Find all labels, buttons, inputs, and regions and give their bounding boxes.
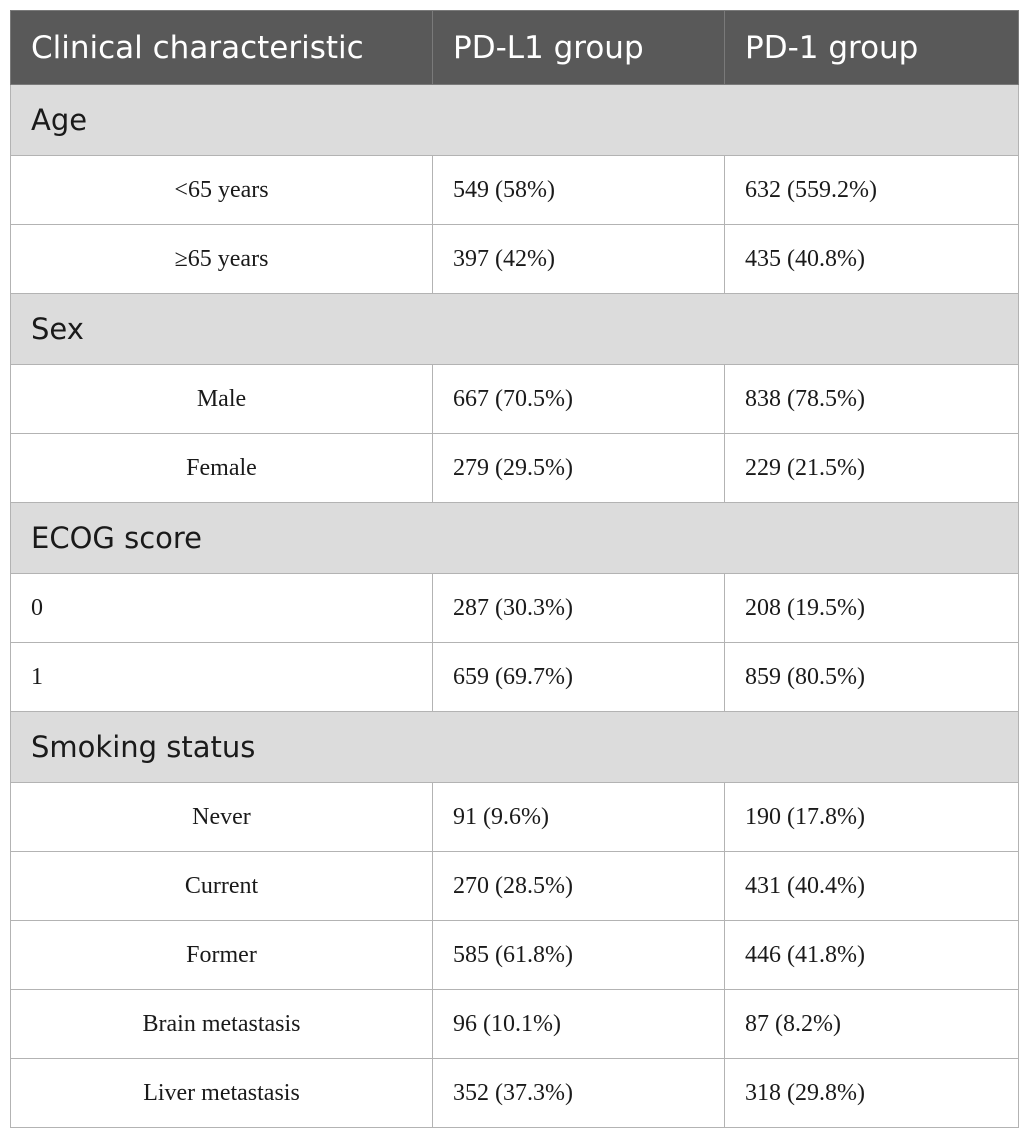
pd-1-value: 446 (41.8%) <box>724 920 1019 990</box>
pd-l1-value: 96 (10.1%) <box>432 989 725 1059</box>
pd-l1-value: 287 (30.3%) <box>432 573 725 643</box>
row-label: Female <box>10 433 433 503</box>
row-label: Brain metastasis <box>10 989 433 1059</box>
row-label: Current <box>10 851 433 921</box>
pd-1-value: 632 (559.2%) <box>724 155 1019 225</box>
table-row: Former 585 (61.8%) 446 (41.8%) <box>10 920 1019 990</box>
pd-l1-value: 270 (28.5%) <box>432 851 725 921</box>
table-row: 0 287 (30.3%) 208 (19.5%) <box>10 573 1019 643</box>
pd-l1-value: 659 (69.7%) <box>432 642 725 712</box>
pd-1-value: 190 (17.8%) <box>724 782 1019 852</box>
pd-l1-value: 397 (42%) <box>432 224 725 294</box>
row-label: 1 <box>10 642 433 712</box>
row-label: 0 <box>10 573 433 643</box>
row-label: <65 years <box>10 155 433 225</box>
table-row: Liver metastasis 352 (37.3%) 318 (29.8%) <box>10 1058 1019 1128</box>
header-pd-l1-group: PD-L1 group <box>432 10 725 85</box>
pd-l1-value: 279 (29.5%) <box>432 433 725 503</box>
section-row: Smoking status <box>10 711 1019 783</box>
pd-l1-value: 585 (61.8%) <box>432 920 725 990</box>
section-row: Age <box>10 84 1019 156</box>
pd-l1-value: 549 (58%) <box>432 155 725 225</box>
table-row: Current 270 (28.5%) 431 (40.4%) <box>10 851 1019 921</box>
pd-1-value: 859 (80.5%) <box>724 642 1019 712</box>
table-row: Male 667 (70.5%) 838 (78.5%) <box>10 364 1019 434</box>
pd-l1-value: 667 (70.5%) <box>432 364 725 434</box>
section-row: Sex <box>10 293 1019 365</box>
pd-l1-value: 91 (9.6%) <box>432 782 725 852</box>
header-pd-1-group: PD-1 group <box>724 10 1019 85</box>
clinical-characteristics-table: Clinical characteristic PD-L1 group PD-1… <box>10 10 1019 1128</box>
row-label: Former <box>10 920 433 990</box>
table-row: Brain metastasis 96 (10.1%) 87 (8.2%) <box>10 989 1019 1059</box>
table-row: 1 659 (69.7%) 859 (80.5%) <box>10 642 1019 712</box>
section-title: Sex <box>10 293 1019 365</box>
pd-1-value: 318 (29.8%) <box>724 1058 1019 1128</box>
row-label: Male <box>10 364 433 434</box>
header-row: Clinical characteristic PD-L1 group PD-1… <box>10 10 1019 85</box>
table-row: Never 91 (9.6%) 190 (17.8%) <box>10 782 1019 852</box>
pd-1-value: 431 (40.4%) <box>724 851 1019 921</box>
row-label: Liver metastasis <box>10 1058 433 1128</box>
header-clinical-characteristic: Clinical characteristic <box>10 10 433 85</box>
pd-1-value: 229 (21.5%) <box>724 433 1019 503</box>
pd-1-value: 435 (40.8%) <box>724 224 1019 294</box>
pd-1-value: 838 (78.5%) <box>724 364 1019 434</box>
table-row: Female 279 (29.5%) 229 (21.5%) <box>10 433 1019 503</box>
pd-l1-value: 352 (37.3%) <box>432 1058 725 1128</box>
section-title: ECOG score <box>10 502 1019 574</box>
section-title: Age <box>10 84 1019 156</box>
table-row: <65 years 549 (58%) 632 (559.2%) <box>10 155 1019 225</box>
pd-1-value: 87 (8.2%) <box>724 989 1019 1059</box>
row-label: ≥65 years <box>10 224 433 294</box>
table-row: ≥65 years 397 (42%) 435 (40.8%) <box>10 224 1019 294</box>
table-body: Age <65 years 549 (58%) 632 (559.2%) ≥65 yea… <box>10 84 1019 1128</box>
pd-1-value: 208 (19.5%) <box>724 573 1019 643</box>
section-row: ECOG score <box>10 502 1019 574</box>
section-title: Smoking status <box>10 711 1019 783</box>
row-label: Never <box>10 782 433 852</box>
